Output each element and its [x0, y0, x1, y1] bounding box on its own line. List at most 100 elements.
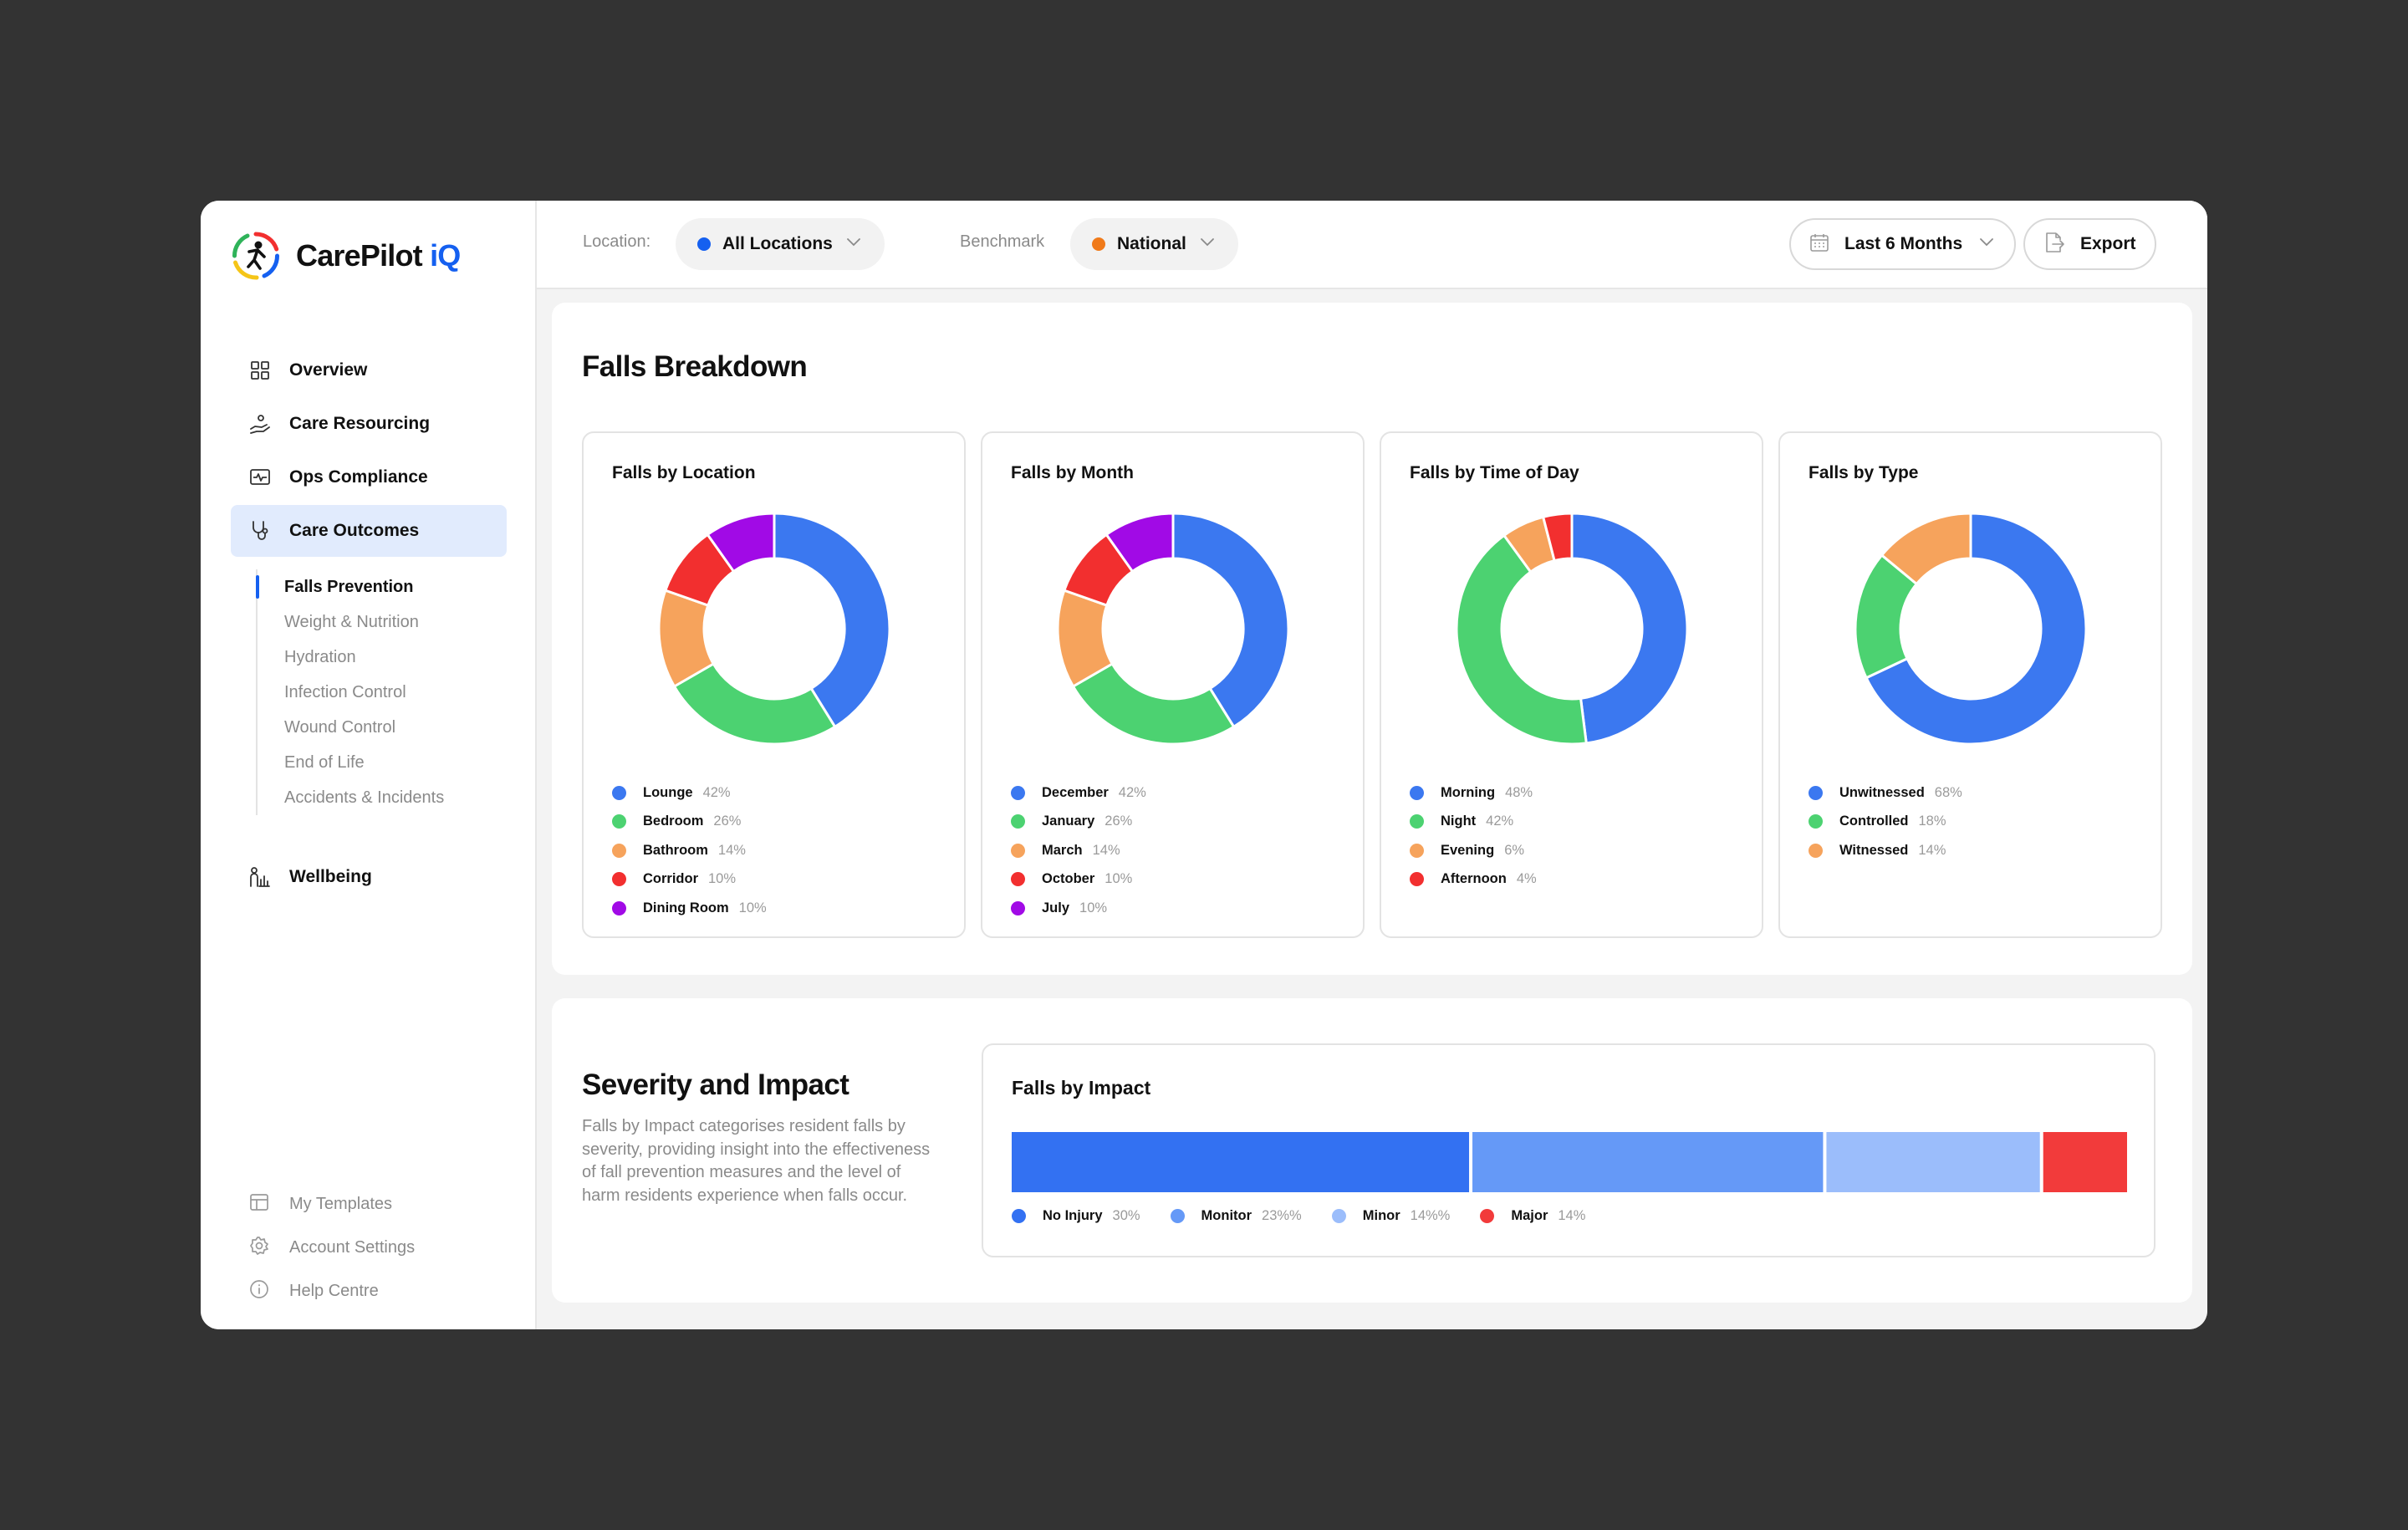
- chart-title: Falls by Time of Day: [1410, 463, 1579, 482]
- nav-item-care-outcomes[interactable]: Care Outcomes: [231, 505, 507, 557]
- legend-dot: [1011, 872, 1025, 887]
- logo[interactable]: CarePilot iQ: [231, 231, 461, 281]
- legend-name: March: [1042, 842, 1083, 858]
- severity-description: Falls by Impact categorises resident fal…: [582, 1117, 931, 1205]
- nav-item-overview[interactable]: Overview: [231, 344, 507, 396]
- donut-slice-july[interactable]: [1105, 513, 1175, 574]
- chart-legend: Morning 48% Night 42% Evening 6% Afternoon 4%: [1410, 778, 1537, 894]
- legend-name: Controlled: [1839, 813, 1909, 829]
- stacked-bar-falls-by-impact[interactable]: [1012, 1132, 2127, 1192]
- subnav-item-wound-control[interactable]: Wound Control: [284, 717, 396, 737]
- legend-item-corridor[interactable]: Corridor 10%: [612, 865, 767, 895]
- impact-segment-major[interactable]: [2043, 1132, 2127, 1192]
- impact-legend-item-major[interactable]: Major 14%: [1480, 1208, 1585, 1224]
- falls-breakdown-title: Falls Breakdown: [582, 350, 808, 383]
- donut-slice-lounge[interactable]: [773, 513, 890, 729]
- legend-item-morning[interactable]: Morning 48%: [1410, 778, 1537, 808]
- legend-percent: 23%%: [1262, 1208, 1302, 1223]
- footer-label: Account Settings: [289, 1237, 416, 1257]
- location-value: All Locations: [722, 234, 833, 253]
- subnav-item-weight-nutrition[interactable]: Weight & Nutrition: [284, 612, 419, 631]
- donut-chart-falls-by-type[interactable]: [1855, 513, 2086, 744]
- legend-percent: 48%: [1505, 784, 1533, 800]
- benchmark-dot: [1092, 237, 1105, 251]
- legend-dot: [1410, 785, 1424, 800]
- legend-percent: 14%%: [1410, 1208, 1451, 1223]
- benchmark-select[interactable]: National: [1070, 218, 1238, 270]
- donut-chart-falls-by-month[interactable]: [1058, 513, 1288, 744]
- legend-name: No Injury: [1043, 1208, 1103, 1223]
- donut-slice-afternoon[interactable]: [1541, 513, 1574, 563]
- impact-legend-item-monitor[interactable]: Monitor 23%%: [1170, 1208, 1302, 1224]
- main-content: Location: All Locations Benchmark Nation…: [537, 201, 2207, 1329]
- legend-item-controlled[interactable]: Controlled 18%: [1809, 808, 1962, 837]
- chart-card-falls-by-time-of-day: Falls by Time of Day Morning 48% Night 42% E…: [1380, 431, 1763, 938]
- severity-impact-card: Severity and Impact Falls by Impact cate…: [552, 998, 2192, 1303]
- subnav-item-end-of-life[interactable]: End of Life: [284, 752, 365, 772]
- template-icon: [249, 1192, 269, 1216]
- care-outcomes-subnav: Falls Prevention Weight & Nutrition Hydr…: [256, 569, 507, 815]
- footer-item-account-settings[interactable]: Account Settings: [249, 1231, 415, 1264]
- donut-slice-witnessed[interactable]: [1880, 513, 1972, 586]
- legend-item-july[interactable]: July 10%: [1011, 894, 1146, 923]
- legend-name: Morning: [1441, 784, 1496, 800]
- donut-slice-bedroom[interactable]: [672, 661, 837, 744]
- donut-slice-unwitnessed[interactable]: [1865, 513, 2086, 744]
- legend-item-december[interactable]: December 42%: [1011, 778, 1146, 808]
- legend-item-october[interactable]: October 10%: [1011, 865, 1146, 895]
- footer-item-help-centre[interactable]: Help Centre: [249, 1274, 379, 1308]
- legend-percent: 10%: [738, 900, 767, 915]
- donut-chart-falls-by-location[interactable]: [659, 513, 890, 744]
- footer-label: Help Centre: [289, 1281, 379, 1300]
- donut-slice-january[interactable]: [1071, 661, 1236, 744]
- donut-slice-dining-room[interactable]: [706, 513, 776, 574]
- legend-name: Monitor: [1201, 1208, 1252, 1223]
- hand-care-icon: [249, 413, 271, 435]
- export-icon: [2043, 232, 2065, 258]
- legend-item-march[interactable]: March 14%: [1011, 836, 1146, 865]
- subnav-item-hydration[interactable]: Hydration: [284, 647, 356, 666]
- nav-item-wellbeing[interactable]: Wellbeing: [231, 851, 507, 903]
- impact-segment-monitor[interactable]: [1472, 1132, 1824, 1192]
- impact-segment-minor[interactable]: [1826, 1132, 2040, 1192]
- legend-item-witnessed[interactable]: Witnessed 14%: [1809, 836, 1962, 865]
- legend-dot: [612, 872, 626, 887]
- legend-item-evening[interactable]: Evening 6%: [1410, 836, 1537, 865]
- donut-slice-night[interactable]: [1457, 533, 1588, 744]
- impact-legend: No Injury 30% Monitor 23%% Minor 14%% Major 14%: [1012, 1208, 1615, 1224]
- footer-item-my-templates[interactable]: My Templates: [249, 1187, 392, 1221]
- legend-item-january[interactable]: January 26%: [1011, 808, 1146, 837]
- nav-item-care-resourcing[interactable]: Care Resourcing: [231, 398, 507, 450]
- nav-label: Wellbeing: [289, 867, 372, 886]
- legend-percent: 14%: [1918, 842, 1946, 858]
- impact-segment-no-injury[interactable]: [1012, 1132, 1470, 1192]
- subnav-item-falls-prevention[interactable]: Falls Prevention: [256, 569, 507, 604]
- impact-legend-item-no-injury[interactable]: No Injury 30%: [1012, 1208, 1140, 1224]
- legend-item-lounge[interactable]: Lounge 42%: [612, 778, 767, 808]
- legend-item-unwitnessed[interactable]: Unwitnessed 68%: [1809, 778, 1962, 808]
- legend-percent: 42%: [1486, 813, 1514, 829]
- date-range-select[interactable]: Last 6 Months: [1789, 218, 2017, 270]
- legend-dot: [1809, 785, 1823, 800]
- info-icon: [249, 1279, 269, 1303]
- donut-slice-december[interactable]: [1171, 513, 1288, 729]
- legend-name: July: [1042, 900, 1070, 915]
- chart-title: Falls by Type: [1809, 463, 1919, 482]
- legend-percent: 6%: [1504, 842, 1525, 858]
- legend-percent: 68%: [1934, 784, 1962, 800]
- legend-item-night[interactable]: Night 42%: [1410, 808, 1537, 837]
- legend-percent: 42%: [1118, 784, 1146, 800]
- legend-item-bedroom[interactable]: Bedroom 26%: [612, 808, 767, 837]
- donut-slice-morning[interactable]: [1570, 513, 1687, 744]
- legend-dot: [1011, 785, 1025, 800]
- subnav-item-infection-control[interactable]: Infection Control: [284, 682, 406, 701]
- nav-item-ops-compliance[interactable]: Ops Compliance: [231, 451, 507, 503]
- impact-legend-item-minor[interactable]: Minor 14%%: [1331, 1208, 1451, 1224]
- legend-item-bathroom[interactable]: Bathroom 14%: [612, 836, 767, 865]
- donut-chart-falls-by-time-of-day[interactable]: [1457, 513, 1687, 744]
- legend-item-afternoon[interactable]: Afternoon 4%: [1410, 865, 1537, 895]
- export-button[interactable]: Export: [2023, 218, 2156, 270]
- subnav-item-accidents-incidents[interactable]: Accidents & Incidents: [284, 788, 445, 807]
- location-select[interactable]: All Locations: [676, 218, 885, 270]
- legend-item-dining-room[interactable]: Dining Room 10%: [612, 894, 767, 923]
